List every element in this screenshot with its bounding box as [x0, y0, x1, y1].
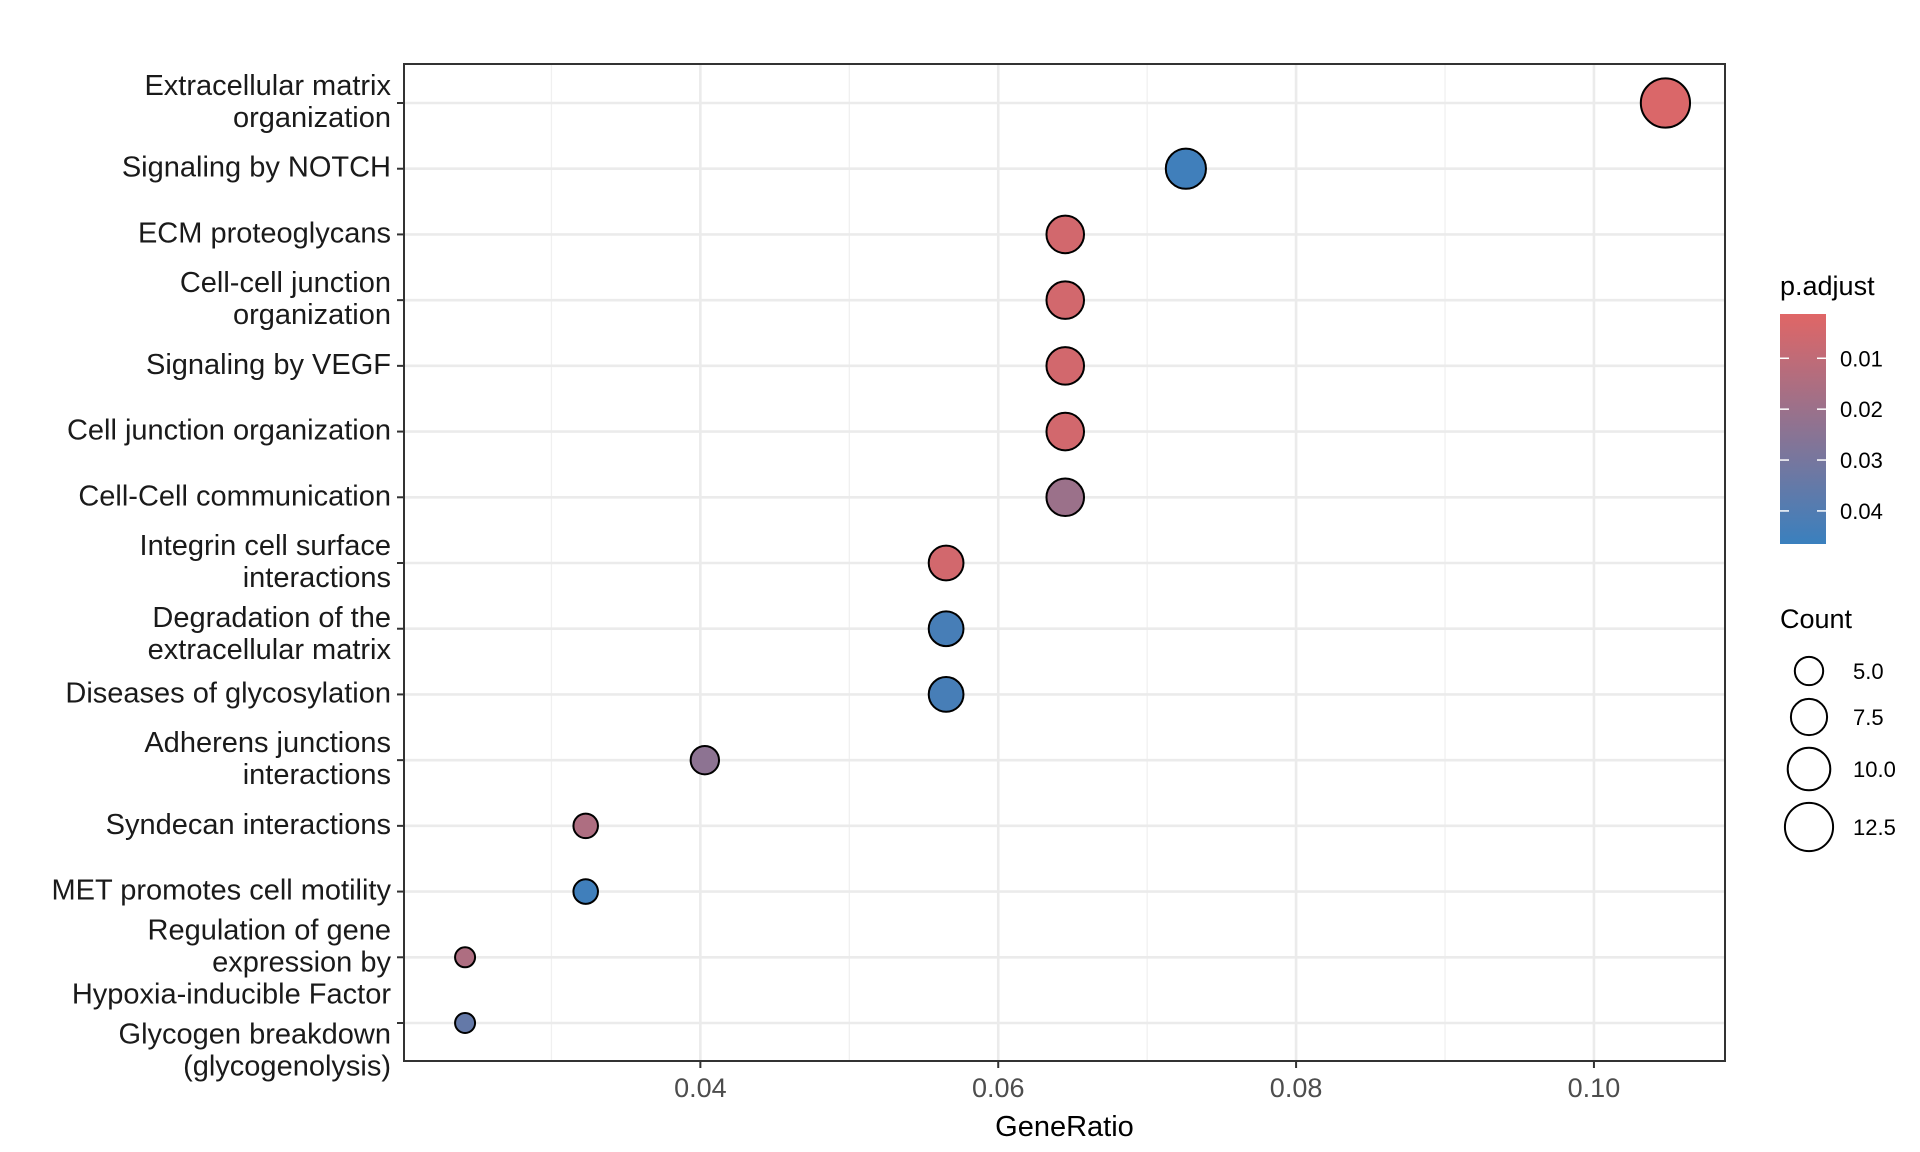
x-tick-label: 0.06: [972, 1073, 1025, 1103]
size-legend-title: Count: [1780, 604, 1853, 634]
size-legend-circle: [1789, 697, 1829, 737]
y-tick-label: Diseases of glycosylation: [65, 677, 391, 709]
color-bar: [1780, 314, 1826, 544]
y-tick-label-line: Regulation of gene: [148, 915, 391, 947]
y-tick-label-line: Glycogen breakdown: [119, 1019, 391, 1051]
y-tick-label: Cell junction organization: [67, 415, 391, 447]
y-tick-label: ECM proteoglycans: [138, 217, 391, 249]
size-legend-circle: [1786, 746, 1832, 792]
x-tick-label: 0.08: [1270, 1073, 1323, 1103]
color-legend-title: p.adjust: [1780, 271, 1875, 301]
y-tick-label-line: Cell-Cell communication: [78, 480, 391, 512]
y-tick-label-line: organization: [233, 299, 391, 331]
data-point: [572, 878, 599, 905]
y-tick-label-line: Extracellular matrix: [144, 70, 391, 102]
color-legend-label: 0.03: [1840, 448, 1883, 473]
y-tick-label: Regulation of gene expression by Hypoxia-i…: [72, 915, 392, 1011]
y-tick-label-line: Adherens junctions: [144, 727, 391, 759]
y-tick-label: Integrin cell surface interactions: [140, 530, 391, 594]
data-point: [1164, 147, 1207, 190]
y-tick-label-line: Degradation of the: [152, 602, 391, 634]
size-legend-label: 7.5: [1853, 705, 1884, 730]
y-tick-label-line: expression by: [212, 947, 391, 979]
y-tick-label-line: MET promotes cell motility: [52, 875, 392, 907]
data-point: [572, 812, 599, 840]
data-point: [927, 544, 965, 582]
x-axis-title: GeneRatio: [995, 1111, 1134, 1143]
y-tick-label-line: interactions: [243, 562, 391, 594]
data-point: [927, 676, 965, 713]
y-tick-label-line: Diseases of glycosylation: [65, 677, 391, 709]
y-tick-label: Degradation of the extracellular matrix: [148, 602, 392, 666]
data-point: [1045, 477, 1086, 518]
x-tick-label: 0.04: [674, 1073, 727, 1103]
y-tick-label: Extracellular matrix organization: [144, 70, 391, 134]
y-tick-label: Adherens junctions interactions: [144, 727, 391, 791]
y-tick-label-line: Syndecan interactions: [106, 809, 391, 841]
y-tick-label-line: organization: [233, 102, 391, 134]
data-point: [927, 610, 965, 648]
size-legend-label: 12.5: [1853, 815, 1896, 840]
y-tick-label-line: Cell-cell junction: [180, 267, 391, 299]
y-tick-label-line: (glycogenolysis): [183, 1051, 391, 1083]
data-point: [1639, 77, 1692, 129]
y-tick-label-line: Signaling by VEGF: [146, 349, 391, 381]
color-legend-label: 0.02: [1840, 397, 1883, 422]
y-tick-label: Syndecan interactions: [106, 809, 391, 841]
y-tick-label-line: Signaling by NOTCH: [122, 152, 391, 184]
y-tick-label: Cell-Cell communication: [78, 480, 391, 512]
data-point: [1045, 280, 1086, 320]
data-point: [1045, 411, 1086, 452]
y-tick-label: Signaling by NOTCH: [122, 152, 391, 184]
size-legend-label: 10.0: [1853, 757, 1896, 782]
data-point: [454, 946, 477, 969]
color-legend-label: 0.04: [1840, 499, 1883, 524]
y-tick-label: Signaling by VEGF: [146, 349, 391, 381]
size-legend-circle: [1783, 801, 1835, 853]
y-tick-label-line: Cell junction organization: [67, 415, 391, 447]
size-legend-circle: [1793, 655, 1825, 687]
y-tick-label-line: interactions: [243, 759, 391, 791]
y-tick-label: Cell-cell junction organization: [180, 267, 391, 331]
data-point: [454, 1012, 477, 1034]
y-tick-label-line: extracellular matrix: [148, 634, 392, 666]
data-point: [1045, 214, 1086, 255]
y-tick-label: Glycogen breakdown (glycogenolysis): [119, 1019, 391, 1083]
data-point: [1045, 346, 1086, 386]
y-tick-label-line: Hypoxia-inducible Factor: [72, 979, 391, 1011]
y-tick-label: MET promotes cell motility: [52, 875, 392, 907]
x-tick-label: 0.10: [1568, 1073, 1621, 1103]
y-tick-label-line: ECM proteoglycans: [138, 217, 391, 249]
y-tick-label-line: Integrin cell surface: [140, 530, 391, 562]
data-point: [689, 744, 721, 776]
size-legend-label: 5.0: [1853, 659, 1884, 684]
color-legend-label: 0.01: [1840, 346, 1883, 371]
